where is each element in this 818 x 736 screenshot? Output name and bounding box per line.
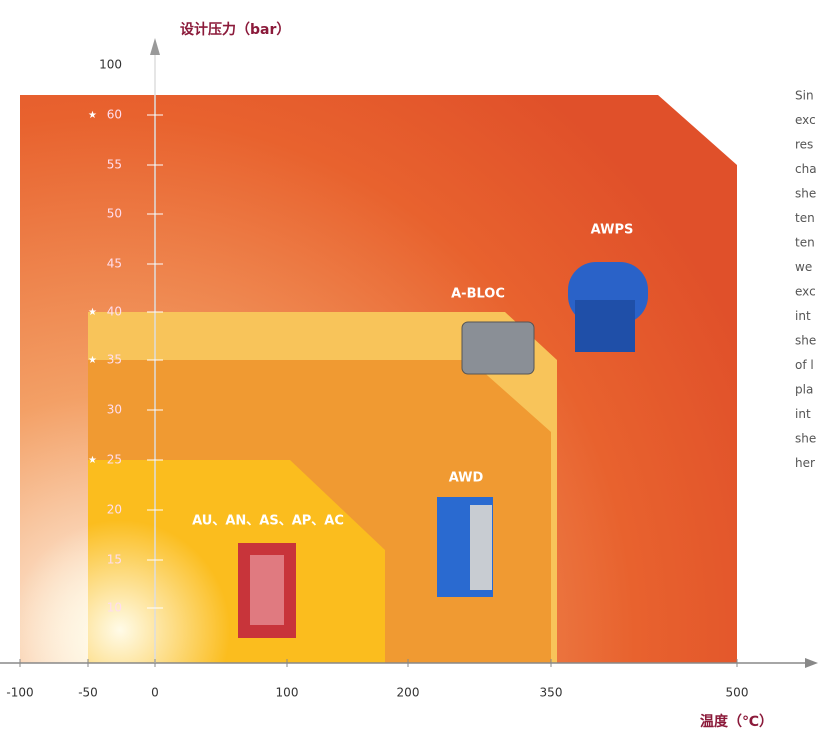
y-tick-label: 50 [107,207,122,221]
y-tick-label: 15 [107,553,122,567]
x-tick-label: 200 [397,686,420,700]
side-text: Sin [795,89,814,103]
star: ★ [88,355,97,366]
product-label: A-BLOC [451,287,505,302]
x-tick-label: 0 [151,686,159,700]
product-abloc-icon [461,321,535,375]
side-text: exc [795,113,816,127]
star: ★ [88,110,97,121]
y-tick-label: 40 [107,305,122,319]
y-tick-label: 35 [107,353,122,367]
star: ★ [88,307,97,318]
product-label: AU、AN、AS、AP、AC [192,514,344,529]
x-tick-label: 500 [726,686,749,700]
x-axis-title: 温度（℃） [700,713,773,730]
y-tick-label: 100 [99,58,122,72]
side-text: ten [795,211,815,225]
y-tick-label: 45 [107,257,122,271]
y-tick-label: 10 [107,601,122,615]
side-text: pla [795,383,813,397]
y-axis-title: 设计压力（bar） [180,21,290,38]
side-text: she [795,334,816,348]
product-awd-icon [437,497,493,597]
y-tick-label: 60 [107,108,122,122]
side-text: int [795,309,811,323]
x-tick-label: -100 [6,686,33,700]
product-label: AWPS [591,223,634,238]
y-arrow [150,38,160,55]
y-tick-label: 55 [107,158,122,172]
product-au-icon [238,543,296,638]
side-text: cha [795,162,817,176]
x-tick-label: 350 [540,686,563,700]
side-text: she [795,187,816,201]
side-text: res [795,138,813,152]
side-text: exc [795,285,816,299]
side-text: we [795,260,812,274]
star: ★ [88,455,97,466]
product-awps-icon [568,262,648,352]
y-tick-label: 30 [107,403,122,417]
side-text: int [795,407,811,421]
y-tick-label: 25 [107,453,122,467]
side-text: she [795,432,816,446]
side-text: ten [795,236,815,250]
side-text: her [795,456,815,470]
product-label: AWD [449,471,484,486]
side-text: of l [795,358,814,372]
x-arrow [805,658,818,668]
glow [20,500,270,663]
x-tick-label: 100 [276,686,299,700]
x-tick-label: -50 [78,686,98,700]
y-tick-label: 20 [107,503,122,517]
